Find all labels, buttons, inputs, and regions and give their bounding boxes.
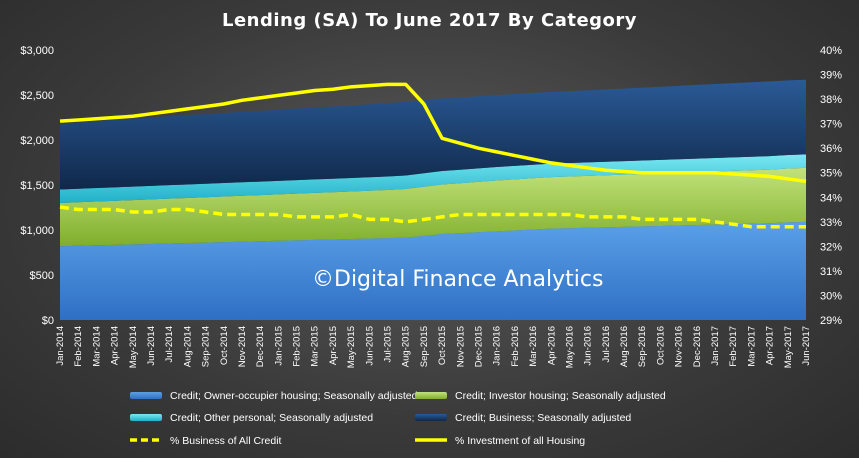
x-tick-label: May-2015: [346, 326, 357, 368]
x-tick-label: Jun-2017: [801, 326, 812, 366]
legend-label: Credit; Business; Seasonally adjusted: [455, 412, 631, 424]
x-tick-label: Jan-2016: [492, 326, 503, 366]
x-tick-label: Jun-2014: [146, 326, 157, 366]
chart-title: Lending (SA) To June 2017 By Category: [221, 10, 638, 31]
x-tick-label: Jun-2015: [364, 326, 375, 366]
y-right-tick-label: 35%: [820, 168, 842, 180]
area-owner-occupier-housing: [60, 221, 806, 320]
x-tick-label: Sep-2016: [637, 326, 648, 367]
y-right-tick-label: 32%: [820, 241, 842, 253]
x-tick-label: Feb-2017: [728, 326, 739, 367]
x-tick-label: Sep-2014: [201, 326, 212, 367]
legend-label: % Investment of all Housing: [455, 435, 585, 447]
y-left-tick-label: $0: [42, 315, 54, 327]
legend-swatch-business: [415, 414, 447, 421]
x-tick-label: Jul-2015: [383, 326, 394, 362]
legend-label: Credit; Owner-occupier housing; Seasonal…: [170, 390, 418, 402]
x-tick-label: Mar-2016: [528, 326, 539, 367]
area-other-personal: [60, 154, 806, 203]
line-business-of-all-credit: [59, 205, 806, 229]
x-tick-label: Jan-2015: [273, 326, 284, 366]
x-tick-label: May-2014: [128, 326, 139, 368]
y-right-tick-label: 31%: [820, 266, 842, 278]
y-left-tick-label: $2,000: [20, 135, 54, 147]
y-left-tick-label: $1,500: [20, 180, 54, 192]
x-tick-label: Nov-2016: [674, 326, 685, 367]
x-tick-label: Mar-2017: [746, 326, 757, 367]
y-right-tick-label: 39%: [820, 70, 842, 82]
legend-swatch-investor: [415, 392, 447, 399]
legend-label: Credit; Other personal; Seasonally adjus…: [170, 412, 373, 424]
x-tick-label: Mar-2014: [91, 326, 102, 367]
y-right-tick-label: 29%: [820, 315, 842, 327]
x-tick-label: Oct-2016: [655, 326, 666, 365]
y-right-tick-label: 30%: [820, 290, 842, 302]
x-tick-label: Feb-2016: [510, 326, 521, 367]
y-left-tick-label: $3,000: [20, 45, 54, 57]
area-investor-housing: [60, 167, 806, 247]
x-tick-label: Aug-2016: [619, 326, 630, 367]
y-right-tick-label: 40%: [820, 45, 842, 57]
y-right-tick-label: 33%: [820, 217, 842, 229]
x-tick-label: Aug-2014: [182, 326, 193, 367]
x-tick-label: Jan-2017: [710, 326, 721, 366]
axes: $0 $500 $1,000 $1,500 $2,000 $2,500 $3,000 29% 3…: [20, 45, 842, 368]
x-tick-label: Apr-2016: [546, 326, 557, 365]
x-tick-label: Nov-2015: [455, 326, 466, 367]
x-tick-label: Aug-2015: [401, 326, 412, 367]
x-tick-label: Jan-2014: [55, 326, 66, 366]
legend-label: % Business of All Credit: [170, 435, 282, 447]
x-tick-label: May-2016: [564, 326, 575, 368]
watermark-text: ©Digital Finance Analytics: [312, 267, 603, 292]
y-right-tick-label: 34%: [820, 192, 842, 204]
x-tick-label: Feb-2015: [292, 326, 303, 367]
x-tick-label: Apr-2015: [328, 326, 339, 365]
x-tick-label: Dec-2016: [692, 326, 703, 367]
x-tick-label: Jun-2016: [583, 326, 594, 366]
y-right-tick-label: 36%: [820, 143, 842, 155]
x-tick-label: May-2017: [783, 326, 794, 368]
x-tick-label: Jul-2016: [601, 326, 612, 362]
x-tick-label: Jul-2014: [164, 326, 175, 362]
legend-label: Credit; Investor housing; Seasonally adj…: [455, 390, 666, 402]
x-tick-label: Nov-2014: [237, 326, 248, 367]
legend-swatch-other-personal: [130, 414, 162, 421]
y-right-tick-label: 37%: [820, 119, 842, 131]
y-left-tick-label: $500: [30, 270, 54, 282]
legend-swatch-owner-occupier: [130, 392, 162, 399]
x-tick-label: Sep-2015: [419, 326, 430, 367]
y-right-tick-label: 38%: [820, 94, 842, 106]
x-tick-label: Dec-2015: [473, 326, 484, 367]
y-left-tick-label: $1,000: [20, 225, 54, 237]
x-tick-label: Dec-2014: [255, 326, 266, 367]
legend: Credit; Owner-occupier housing; Seasonal…: [130, 390, 666, 447]
x-tick-label: Oct-2014: [219, 326, 230, 365]
plot-area: [59, 79, 807, 320]
line-investment-of-all-housing: [59, 82, 807, 184]
area-business: [60, 79, 806, 190]
x-tick-label: Feb-2014: [73, 326, 84, 367]
x-tick-label: Apr-2014: [110, 326, 121, 365]
y-left-tick-label: $2,500: [20, 90, 54, 102]
x-tick-label: Apr-2017: [765, 326, 776, 365]
x-tick-label: Oct-2015: [437, 326, 448, 365]
x-tick-label: Mar-2015: [310, 326, 321, 367]
